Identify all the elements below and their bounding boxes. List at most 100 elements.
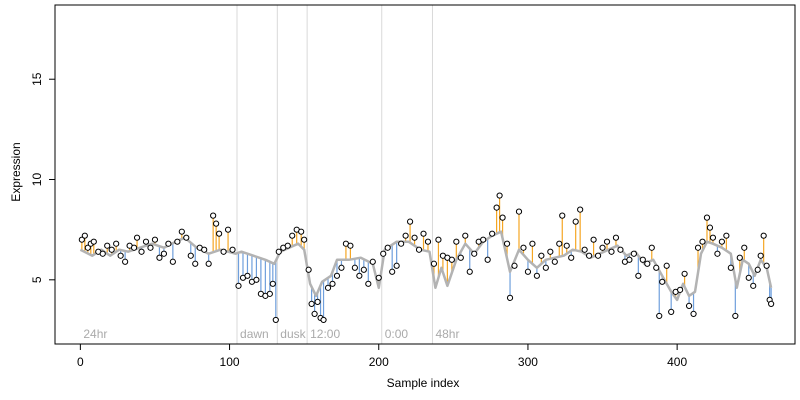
x-axis: 0 100 200 300 400 <box>77 343 687 369</box>
data-point <box>84 244 91 251</box>
data-point <box>659 278 666 285</box>
data-point <box>690 310 697 318</box>
time-annotation-label: dawn <box>240 327 269 341</box>
data-point <box>556 240 563 247</box>
data-point <box>183 234 190 241</box>
data-point <box>104 242 111 249</box>
data-point <box>668 308 675 316</box>
data-point <box>229 246 236 253</box>
observed-points <box>78 192 775 324</box>
data-point <box>750 282 757 289</box>
data-point <box>677 286 684 293</box>
data-point <box>329 280 336 287</box>
data-point <box>305 266 312 273</box>
data-point <box>178 228 185 235</box>
y-axis: 5 10 15 <box>30 72 56 283</box>
data-point <box>499 214 506 221</box>
data-point <box>648 244 655 251</box>
data-point <box>760 232 767 239</box>
data-point <box>754 266 761 273</box>
data-point <box>430 260 438 267</box>
x-tick-label: 200 <box>369 355 389 369</box>
data-point <box>356 272 363 279</box>
time-annotation-label: 12:00 <box>310 327 340 341</box>
data-point <box>732 312 739 320</box>
data-point <box>130 244 138 251</box>
data-point <box>244 272 251 279</box>
data-point <box>577 206 584 213</box>
data-point <box>496 192 503 199</box>
data-point <box>709 234 717 241</box>
data-point <box>272 316 279 324</box>
data-point <box>457 254 464 261</box>
data-point <box>253 276 260 283</box>
data-point <box>81 232 88 239</box>
residual-segments <box>81 195 772 320</box>
data-point <box>192 260 199 267</box>
data-point <box>586 252 593 259</box>
data-point <box>406 218 414 225</box>
data-point <box>699 238 706 245</box>
data-point <box>314 298 321 305</box>
data-point <box>224 226 232 233</box>
data-point <box>320 316 327 324</box>
data-point <box>78 236 85 243</box>
x-tick-label: 100 <box>220 355 240 369</box>
data-point <box>656 312 663 320</box>
data-point <box>411 234 418 241</box>
data-point <box>269 280 276 287</box>
data-point <box>220 248 227 255</box>
data-point <box>723 232 730 239</box>
data-point <box>703 214 711 221</box>
data-point <box>360 266 367 273</box>
data-point <box>393 262 400 269</box>
data-point <box>216 230 223 237</box>
data-point <box>741 244 748 251</box>
data-point <box>644 260 651 267</box>
data-point <box>590 236 597 243</box>
y-tick-label: 15 <box>30 72 44 86</box>
data-point <box>324 284 332 291</box>
time-annotation-label: dusk <box>280 327 306 341</box>
data-point <box>594 252 602 259</box>
data-point <box>266 290 273 297</box>
data-point <box>338 264 345 271</box>
data-point <box>694 244 702 251</box>
data-point <box>380 250 387 257</box>
x-axis-title: Sample index <box>387 376 460 390</box>
y-tick-label: 5 <box>30 276 44 283</box>
data-point <box>420 230 427 237</box>
data-point <box>448 256 455 263</box>
data-point <box>515 208 523 215</box>
data-point <box>630 250 637 257</box>
plot-frame <box>54 4 796 345</box>
data-point <box>736 254 743 261</box>
data-point <box>201 246 208 253</box>
data-point <box>235 282 242 289</box>
data-point <box>398 240 405 247</box>
data-point <box>706 224 714 231</box>
data-point <box>639 256 646 263</box>
time-annotations: 24hr dawn dusk 12:00 0:00 48hr <box>83 327 459 341</box>
data-point <box>681 270 688 277</box>
data-point <box>551 258 558 265</box>
data-point <box>533 272 540 279</box>
time-annotation-label: 24hr <box>83 327 107 341</box>
data-point <box>117 252 124 259</box>
x-tick-label: 0 <box>77 355 84 369</box>
data-point <box>471 250 478 257</box>
data-point <box>685 302 693 309</box>
data-point <box>90 238 97 245</box>
data-point <box>453 238 460 245</box>
x-tick-label: 400 <box>667 355 687 369</box>
time-annotation-label: 48hr <box>435 327 459 341</box>
data-point <box>581 246 588 253</box>
data-point <box>635 272 642 279</box>
data-point <box>169 258 176 265</box>
data-point <box>369 258 376 265</box>
data-point <box>568 254 575 261</box>
data-point <box>210 212 217 219</box>
data-point <box>506 294 514 301</box>
data-point <box>718 238 725 245</box>
data-point <box>542 264 549 271</box>
